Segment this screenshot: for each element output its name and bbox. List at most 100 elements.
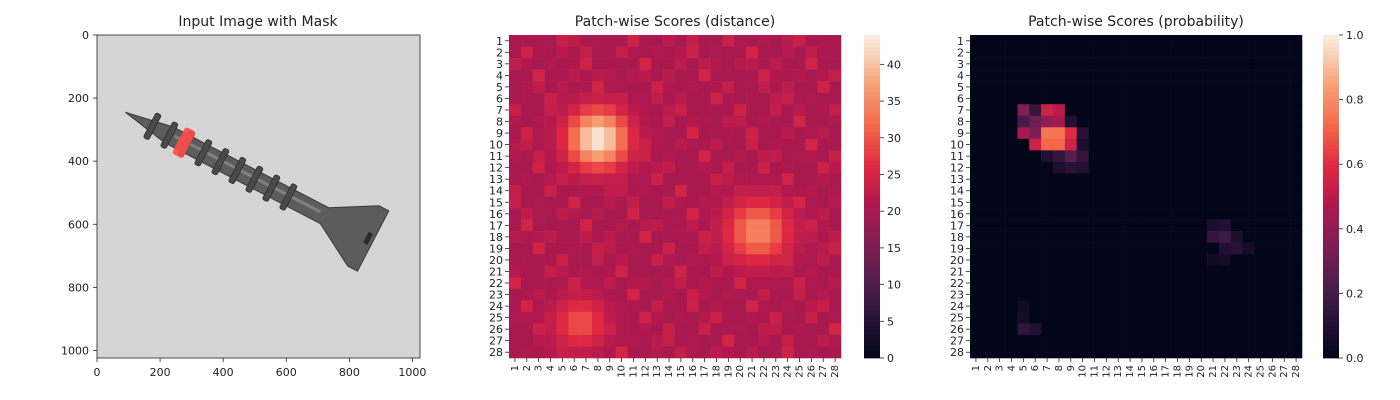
heatmap-cell bbox=[746, 35, 759, 47]
colorbar-segment bbox=[1323, 67, 1339, 72]
colorbar-tick-label: 0.6 bbox=[1346, 158, 1364, 171]
heatmap-cell bbox=[603, 184, 617, 197]
heatmap-cell bbox=[1064, 81, 1078, 93]
heatmap-cell bbox=[758, 208, 771, 220]
heatmap-cell bbox=[603, 254, 617, 267]
heatmap-cell bbox=[746, 127, 759, 140]
colorbar-tick-label: 0.4 bbox=[1346, 223, 1364, 236]
heatmap-cell bbox=[1266, 81, 1279, 93]
heatmap-cell bbox=[1147, 300, 1161, 313]
heatmap-cell bbox=[1112, 161, 1125, 174]
heatmap-cell bbox=[1219, 311, 1232, 324]
heatmap-cell bbox=[592, 184, 605, 197]
colorbar-segment bbox=[864, 35, 880, 40]
heatmap-cell bbox=[1183, 184, 1196, 197]
y-tick-label: 23 bbox=[489, 289, 503, 302]
heatmap-cell bbox=[1278, 196, 1291, 209]
heatmap-cell bbox=[1112, 92, 1125, 105]
heatmap-cell bbox=[1053, 69, 1066, 82]
heatmap-cell bbox=[769, 184, 783, 197]
heatmap-cell bbox=[817, 69, 830, 82]
heatmap-cell bbox=[769, 138, 783, 151]
heatmap-cell bbox=[1100, 58, 1113, 70]
heatmap-cell bbox=[1041, 115, 1054, 128]
heatmap-cell bbox=[1029, 127, 1042, 140]
heatmap-cell bbox=[1124, 81, 1137, 93]
heatmap-cell bbox=[1266, 288, 1279, 301]
heatmap-cell bbox=[781, 173, 794, 186]
heatmap-cell bbox=[1195, 58, 1208, 70]
heatmap-cell bbox=[663, 346, 676, 359]
heatmap-cell bbox=[686, 150, 700, 163]
heatmap-cell bbox=[627, 46, 640, 59]
heatmap-cell bbox=[663, 138, 676, 151]
heatmap-cell bbox=[1195, 138, 1208, 151]
heatmap-cell bbox=[1136, 173, 1149, 186]
heatmap-cell bbox=[1029, 161, 1042, 174]
heatmap-cell bbox=[603, 334, 617, 347]
heatmap-cell bbox=[1041, 104, 1054, 117]
colorbar-segment bbox=[1323, 253, 1339, 258]
heatmap-cell bbox=[1064, 311, 1078, 324]
heatmap-cell bbox=[1171, 127, 1184, 140]
heatmap-cell bbox=[817, 104, 830, 117]
heatmap-cell bbox=[1124, 265, 1137, 278]
colorbar-segment bbox=[864, 329, 880, 335]
heatmap-cell bbox=[1076, 81, 1089, 93]
colorbar-segment bbox=[1323, 180, 1339, 185]
heatmap-cell bbox=[1005, 92, 1018, 105]
heatmap-cell bbox=[981, 161, 995, 174]
heatmap-cell bbox=[1266, 323, 1279, 336]
heatmap-cell bbox=[1124, 58, 1137, 70]
heatmap-cell bbox=[1112, 58, 1125, 70]
heatmap-cell bbox=[615, 208, 628, 220]
colorbar-segment bbox=[1323, 228, 1339, 234]
heatmap-cell bbox=[556, 138, 569, 151]
heatmap-cell bbox=[1076, 92, 1089, 105]
heatmap-cell bbox=[651, 196, 664, 209]
heatmap-cell bbox=[817, 208, 830, 220]
heatmap-cell bbox=[544, 69, 557, 82]
heatmap-cell bbox=[1100, 334, 1113, 347]
colorbar-segment bbox=[864, 325, 880, 331]
heatmap-cell bbox=[734, 92, 747, 105]
heatmap-cell bbox=[805, 92, 818, 105]
heatmap-cell bbox=[1017, 46, 1030, 59]
colorbar-tick-label: 0.8 bbox=[1346, 94, 1364, 107]
heatmap-cell bbox=[981, 92, 995, 105]
x-tick-label: 18 bbox=[1173, 365, 1184, 378]
heatmap-cell bbox=[556, 346, 569, 359]
heatmap-cell bbox=[1230, 138, 1244, 151]
heatmap-cell bbox=[829, 300, 842, 313]
heatmap-cell bbox=[993, 184, 1006, 197]
heatmap-cell bbox=[970, 288, 983, 301]
heatmap-cell bbox=[1053, 104, 1066, 117]
heatmap-cell bbox=[793, 115, 806, 128]
heatmap-cell bbox=[993, 92, 1006, 105]
heatmap-cell bbox=[698, 92, 711, 105]
y-tick-label: 27 bbox=[950, 335, 964, 348]
colorbar-segment bbox=[864, 261, 880, 266]
colorbar-segment bbox=[864, 115, 880, 121]
heatmap-cell bbox=[1005, 184, 1018, 197]
heatmap-cell bbox=[1100, 196, 1113, 209]
y-tick-label: 11 bbox=[489, 150, 503, 163]
heatmap-cell bbox=[1112, 254, 1125, 267]
heatmap-cell bbox=[663, 300, 676, 313]
colorbar: 0.00.20.40.60.81.0 bbox=[1323, 29, 1364, 365]
heatmap-cell bbox=[698, 323, 711, 336]
heatmap-cell bbox=[1029, 277, 1042, 290]
heatmap-cell bbox=[1147, 242, 1161, 255]
heatmap-cell bbox=[769, 277, 783, 290]
heatmap-cell bbox=[1230, 46, 1244, 59]
heatmap-cell bbox=[520, 219, 534, 232]
heatmap-cell bbox=[722, 334, 735, 347]
heatmap-cell bbox=[580, 81, 593, 93]
heatmap-cell bbox=[1147, 150, 1161, 163]
heatmap-cell bbox=[1076, 196, 1089, 209]
heatmap-cell bbox=[1053, 115, 1066, 128]
heatmap-cell bbox=[769, 81, 783, 93]
heatmap-cell bbox=[509, 173, 522, 186]
heatmap-cell bbox=[1290, 127, 1303, 140]
heatmap-cell bbox=[970, 265, 983, 278]
